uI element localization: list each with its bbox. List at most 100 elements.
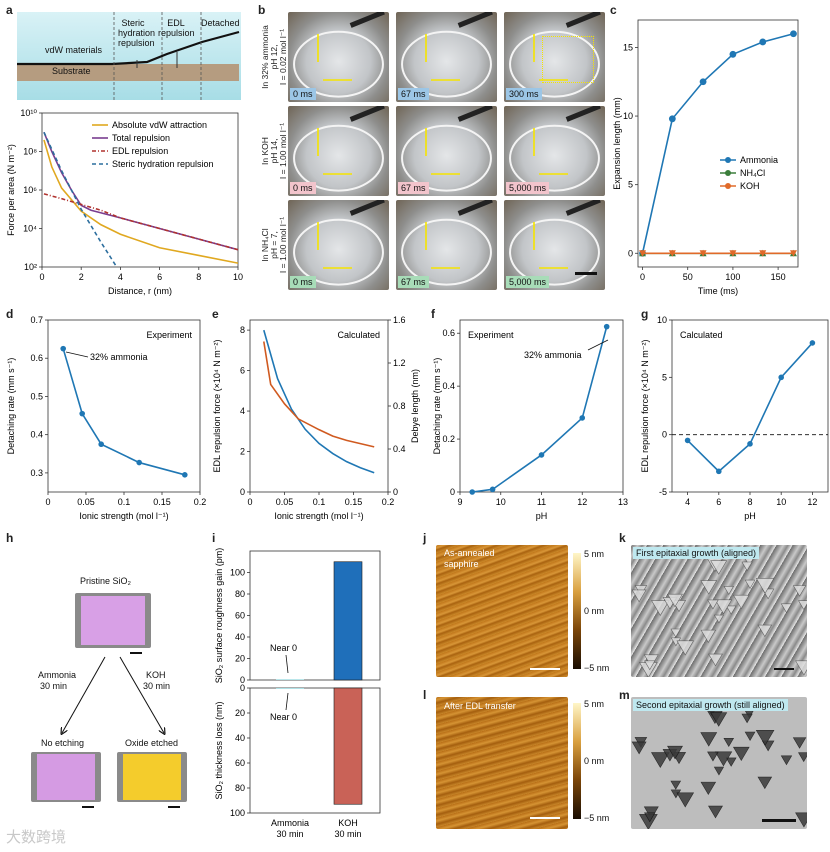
dish-photo: 5,000 ms (504, 106, 605, 196)
chart-f-xtick-label: 11 (537, 497, 546, 507)
chart-a-ytick-label: 10¹⁰ (20, 108, 37, 118)
sem-k-crystal (795, 660, 807, 676)
sem-k-crystal (780, 603, 793, 614)
dish-photo: 5,000 ms (504, 200, 605, 290)
chart-f-xtick-label: 12 (577, 497, 587, 507)
chart-a-ytick-label: 10⁴ (23, 224, 37, 234)
chart-c-xtick-label: 0 (640, 272, 645, 282)
sem-m-crystal (667, 745, 683, 760)
chart-f-frame (459, 319, 624, 493)
chart-e-y2tick-label: 1.2 (393, 358, 406, 368)
chart-c-point (639, 250, 647, 257)
chart-g-xtick-label: 8 (747, 497, 752, 507)
oxide-etched-label: Oxide etched (125, 738, 179, 748)
chart-i-top-bar-koh (333, 561, 363, 681)
chart-i: 0 20 40 60 80 100 Near 0 SiO₂ surface roughness… (214, 548, 381, 839)
chart-e-ytick-label: 4 (240, 406, 245, 416)
panel-label-d: d (6, 307, 14, 321)
schematic-background (17, 12, 241, 100)
sem-k-crystal (792, 585, 807, 597)
chart-c-point (759, 250, 767, 257)
sem-m-crystal (700, 732, 718, 747)
chart-f-callout: 32% ammonia (524, 350, 582, 360)
chart-a-series-4 (43, 131, 118, 267)
colorbar-j-top: 5 nm (584, 549, 605, 559)
chart-i-top-ytick-label: 40 (235, 632, 245, 642)
chart-g-xlabel: pH (744, 511, 756, 521)
afm-image-as-annealed (436, 545, 568, 677)
sem-k-crystal (676, 640, 695, 656)
time-stamp: 0 ms (290, 182, 316, 194)
chart-d-point (136, 459, 142, 466)
chart-e-y2tick-label: 0.8 (393, 401, 406, 411)
chart-c-legend-marker (725, 170, 731, 176)
chart-i-top-note: Near 0 (270, 643, 297, 653)
chart-i-top-ytick-label: 20 (235, 654, 245, 664)
colorbar-j-bot: −5 nm (584, 663, 610, 673)
chart-f-annotation: Experiment (468, 330, 514, 340)
afm-image-after-transfer (436, 697, 568, 829)
sem-m-crystal (670, 780, 682, 790)
chart-d-xtick-label: 0.1 (118, 497, 131, 507)
dish-photo: 0 ms (288, 200, 389, 290)
afm-label-1: As-annealed (444, 548, 495, 558)
chart-a-ytick-label: 10⁶ (23, 185, 37, 195)
dish-photo: 300 ms (504, 12, 605, 102)
chart-a-ytick-label: 10² (24, 262, 37, 272)
sem-m-crystal (644, 812, 656, 823)
dish-photo: 67 ms (396, 106, 497, 196)
chart-e-frame (249, 319, 389, 493)
dish-photo: 67 ms (396, 200, 497, 290)
sem-k-crystal (707, 599, 719, 610)
chart-g-ytick-label: 10 (657, 315, 667, 325)
chart-e-xtick-label: 0.2 (382, 497, 395, 507)
chart-d-ytick-label: 0.4 (30, 430, 43, 440)
chart-i-top-bar-ammonia (276, 679, 304, 680)
chart-f-point (489, 486, 496, 493)
chart-d-ytick-label: 0.5 (30, 391, 43, 401)
panel-label-b: b (258, 3, 266, 17)
sem-m-crystal (713, 766, 725, 776)
chart-c-legend-label: NH₄Cl (740, 168, 765, 178)
sem-m-crystal (741, 713, 753, 724)
time-stamp: 67 ms (398, 182, 429, 194)
chart-g-point (778, 374, 784, 381)
chart-a-xtick-label: 8 (196, 272, 201, 282)
chart-c-xtick-label: 100 (725, 272, 740, 282)
ammonia-wafer-photo (31, 752, 101, 802)
chart-a-ytick-label: 10⁸ (23, 147, 37, 157)
chart-g-xtick-label: 4 (685, 497, 690, 507)
koh-wafer-photo (117, 752, 187, 802)
chart-c-legend-label: KOH (740, 181, 760, 191)
chart-i-bottom-bar-ammonia (276, 688, 304, 689)
time-stamp: 5,000 ms (506, 276, 550, 288)
panel-label-k: k (619, 531, 626, 545)
chart-c-legend-marker (725, 157, 731, 163)
chart-d-point (98, 441, 104, 448)
time-stamp: 5,000 ms (506, 182, 550, 194)
chart-i-bottom-ytick-label: 80 (235, 783, 245, 793)
chart-c-xlabel: Time (ms) (698, 286, 738, 296)
height-colorbar-l (573, 703, 581, 819)
chart-i-bottom-ytick-label: 40 (235, 733, 245, 743)
sem-m-crystal (631, 741, 647, 755)
chart-i-bottom-note-arrow (285, 692, 289, 711)
chart-f: 9 10 11 12 13 0 0.2 0.4 0.6 pH Detaching rate (mm … (432, 319, 628, 521)
chart-f-xtick-label: 10 (496, 497, 506, 507)
colorbar-l-mid: 0 nm (584, 756, 605, 766)
time-stamp: 67 ms (398, 88, 429, 100)
chart-e-y2tick-label: 0 (393, 487, 398, 497)
sem-k-crystal (755, 578, 775, 594)
chart-g-point (716, 468, 722, 475)
afm-label-3: After EDL transfer (444, 701, 516, 711)
chart-c-point (729, 50, 737, 58)
chart-c-ytick-label: 0 (628, 248, 633, 258)
chart-e-xtick-label: 0 (247, 497, 252, 507)
sem-m-crystal (795, 812, 807, 828)
chart-e-xtick-label: 0.1 (313, 497, 326, 507)
chart-f-ytick-label: 0.6 (442, 328, 455, 338)
panel-label-a: a (6, 3, 13, 17)
sem-label-m: Second epitaxial growth (still aligned) (633, 699, 788, 711)
chart-c-xtick-label: 150 (771, 272, 786, 282)
